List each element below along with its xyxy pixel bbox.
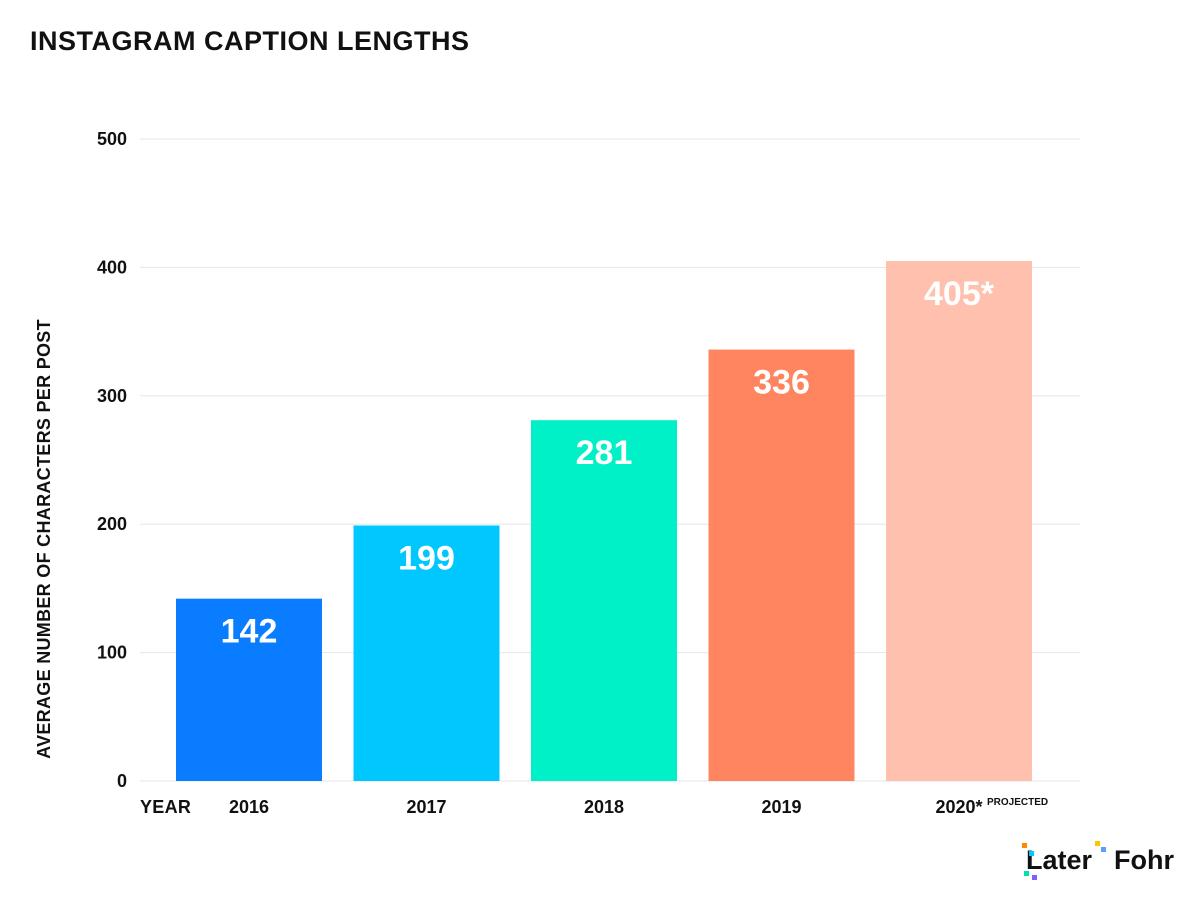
x-tick-label: 2017 (406, 797, 446, 817)
y-tick-label: 100 (97, 643, 127, 663)
x-tick-label: 2018 (584, 797, 624, 817)
x-tick-label: 2020* (935, 797, 982, 817)
later-logo-text: Later (1025, 845, 1092, 875)
x-tick-label: 2019 (761, 797, 801, 817)
value-label: 199 (398, 539, 455, 577)
logo-pixel-icon (1023, 871, 1029, 876)
value-label: 281 (576, 434, 633, 472)
y-axis-title: AVERAGE NUMBER OF CHARACTERS PER POST (34, 319, 54, 759)
y-tick-label: 400 (97, 257, 127, 277)
value-label: 336 (753, 364, 810, 402)
y-tick-label: 300 (97, 386, 127, 406)
logo-pixel-icon (1028, 851, 1034, 856)
y-tick-label: 200 (97, 514, 127, 534)
projected-note: PROJECTED (987, 797, 1048, 808)
bar-2020 (886, 260, 1032, 782)
y-tick-label: 500 (97, 129, 127, 149)
x-axis-title: YEAR (140, 797, 191, 817)
logo-pixel-icon (1095, 841, 1100, 846)
brand-logos: Later Fohr (1021, 841, 1174, 880)
value-label: 142 (221, 613, 278, 651)
y-tick-labels: 0 100 200 300 400 500 (97, 129, 127, 791)
logo-pixel-icon (1021, 843, 1027, 848)
bar-2019 (708, 349, 855, 781)
y-tick-label: 0 (117, 771, 127, 791)
chart-title: INSTAGRAM CAPTION LENGTHS (30, 26, 470, 56)
value-label: 405* (924, 275, 995, 313)
logo-pixel-icon (1101, 847, 1106, 852)
bars (176, 260, 1032, 782)
bar-2016 (176, 598, 322, 781)
logo-pixel-icon (1031, 875, 1037, 880)
x-tick-label: 2016 (229, 797, 269, 817)
x-tick-labels: 2016 2017 2018 2019 2020* PROJECTED (229, 797, 1048, 817)
fohr-logo: Fohr (1114, 845, 1174, 875)
later-logo: Later (1021, 841, 1106, 880)
value-labels: 142 199 281 336 405* (221, 275, 995, 651)
bar-2018 (531, 420, 677, 781)
bar-2017 (353, 525, 500, 781)
